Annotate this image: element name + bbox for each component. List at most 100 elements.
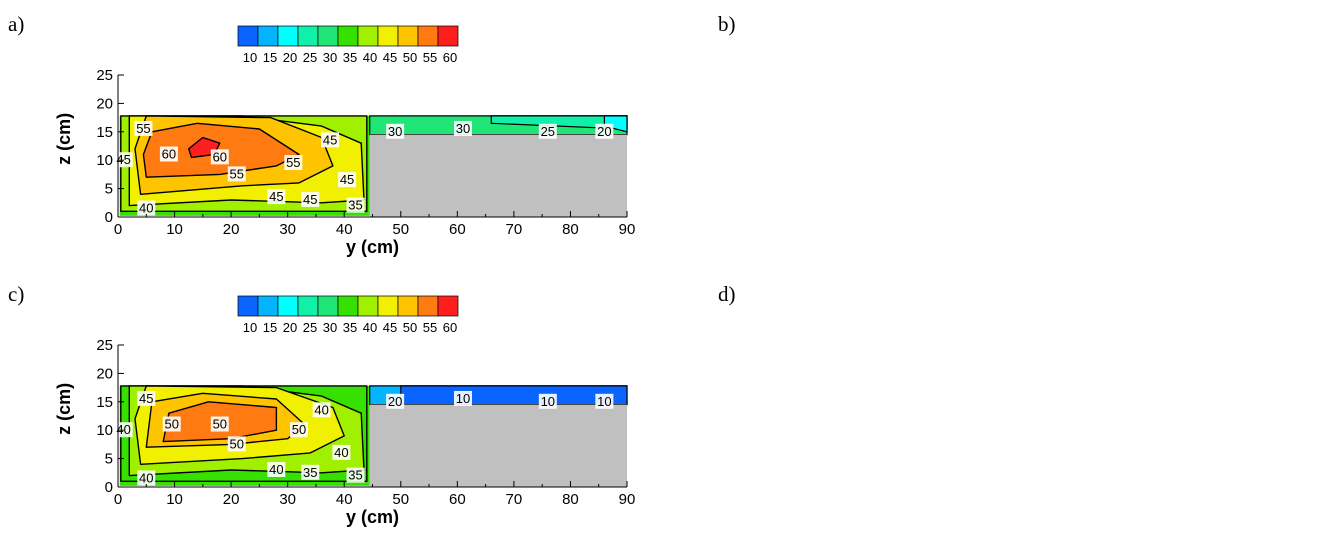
colorbar-swatch xyxy=(417,295,439,317)
contour-label: 50 xyxy=(292,422,306,437)
contour-label: 10 xyxy=(456,391,470,406)
y-tick-label: 20 xyxy=(96,95,113,112)
colorbar-tick-label: 10 xyxy=(243,50,257,65)
contour-panel-a: a) 55 60 60 45 55 55 45 45 45 45 40 35 30 30 25 20 0 10 20… xyxy=(0,0,662,270)
colorbar-tick-label: 50 xyxy=(403,50,417,65)
colorbar-tick-label: 35 xyxy=(343,320,357,335)
contour-label-bg xyxy=(301,191,320,207)
y-tick-label: 10 xyxy=(96,422,113,439)
contour-label-bg xyxy=(210,149,229,165)
x-tick-label: 40 xyxy=(336,221,353,238)
contour-label-bg xyxy=(338,172,357,188)
contour-label: 30 xyxy=(388,124,402,139)
contour-label-bg xyxy=(332,444,351,460)
colorbar-tick-label: 60 xyxy=(443,320,457,335)
colorbar-swatch xyxy=(277,25,299,47)
contour-label: 40 xyxy=(139,470,153,485)
contour-label-bg xyxy=(162,416,181,432)
x-tick-label: 50 xyxy=(392,491,409,508)
contour-label: 10 xyxy=(541,394,555,409)
colorbar-swatch xyxy=(437,25,459,47)
contour-label-bg xyxy=(595,393,614,409)
y-tick-label: 25 xyxy=(96,337,113,354)
colorbar-swatch xyxy=(337,25,359,47)
contour-label: 55 xyxy=(230,166,244,181)
contour-panel-b: b) 5045555555505045454040402520252001020… xyxy=(662,0,1324,270)
contour-label: 55 xyxy=(136,121,150,136)
colorbar-tick-label: 15 xyxy=(263,50,277,65)
y-tick-label: 0 xyxy=(105,209,113,226)
contour-band xyxy=(400,385,628,406)
x-tick-label: 60 xyxy=(449,491,466,508)
contour-label: 45 xyxy=(303,192,317,207)
contour-label-bg xyxy=(137,470,156,486)
colorbar-swatch xyxy=(357,25,379,47)
contour-label-bg xyxy=(227,166,246,182)
contour-label-bg xyxy=(453,120,472,136)
y-tick-label: 20 xyxy=(96,365,113,382)
x-tick-label: 70 xyxy=(506,491,523,508)
contour-label-bg xyxy=(134,120,153,136)
colorbar-swatch xyxy=(417,25,439,47)
y-tick-label: 15 xyxy=(96,394,113,411)
colorbar-tick-label: 20 xyxy=(283,50,297,65)
colorbar-tick-label: 20 xyxy=(283,320,297,335)
colorbar-tick-label: 35 xyxy=(343,50,357,65)
colorbar-swatch xyxy=(297,295,319,317)
colorbar-tick-label: 30 xyxy=(323,320,337,335)
x-tick-label: 30 xyxy=(279,491,296,508)
contour-label: 35 xyxy=(348,198,362,213)
contour-panel-d: d) 4540454545354035303030301055501020304… xyxy=(662,270,1324,540)
contour-label-bg xyxy=(284,155,303,171)
step-obstacle xyxy=(369,134,627,217)
contour-label-bg xyxy=(267,189,286,205)
colorbar-swatch xyxy=(377,295,399,317)
contour-label-bg xyxy=(312,402,331,418)
x-tick-label: 0 xyxy=(114,491,122,508)
contour-label-bg xyxy=(346,197,365,213)
x-tick-label: 90 xyxy=(619,221,636,238)
contour-label: 40 xyxy=(314,402,328,417)
panel-label: a) xyxy=(8,12,25,36)
contour-label-bg xyxy=(595,123,614,139)
y-axis-label: z (cm) xyxy=(54,113,74,165)
contour-label: 20 xyxy=(388,394,402,409)
contour-label: 25 xyxy=(541,124,555,139)
y-tick-label: 5 xyxy=(105,181,113,198)
x-tick-label: 20 xyxy=(223,221,240,238)
contour-label: 50 xyxy=(213,417,227,432)
contour-label: 35 xyxy=(303,465,317,480)
step-obstacle xyxy=(369,404,627,487)
colorbar-tick-label: 40 xyxy=(363,50,377,65)
y-tick-label: 15 xyxy=(96,124,113,141)
contour-label: 40 xyxy=(269,462,283,477)
contour-label: 45 xyxy=(323,132,337,147)
contour-label-bg xyxy=(538,393,557,409)
colorbar-tick-label: 30 xyxy=(323,50,337,65)
colorbar-swatch xyxy=(337,295,359,317)
contour-label: 50 xyxy=(230,436,244,451)
y-tick-label: 0 xyxy=(105,479,113,496)
contour-label: 60 xyxy=(213,149,227,164)
contour-label: 50 xyxy=(164,417,178,432)
panel-label: c) xyxy=(8,282,25,306)
x-tick-label: 50 xyxy=(392,221,409,238)
contour-label: 35 xyxy=(348,468,362,483)
contour-label-bg xyxy=(346,467,365,483)
contour-label-bg xyxy=(538,123,557,139)
contour-label-bg xyxy=(321,132,340,148)
contour-label: 40 xyxy=(334,445,348,460)
colorbar-tick-label: 50 xyxy=(403,320,417,335)
colorbar-swatch xyxy=(257,25,279,47)
contour-label-bg xyxy=(386,393,405,409)
colorbar-swatch xyxy=(397,295,419,317)
contour-label: 20 xyxy=(597,124,611,139)
colorbar-swatch xyxy=(377,25,399,47)
colorbar-tick-label: 55 xyxy=(423,320,437,335)
colorbar-swatch xyxy=(257,295,279,317)
contour-label-bg xyxy=(453,390,472,406)
contour-label-bg xyxy=(159,146,178,162)
contour-label-bg xyxy=(210,416,229,432)
y-tick-label: 5 xyxy=(105,451,113,468)
